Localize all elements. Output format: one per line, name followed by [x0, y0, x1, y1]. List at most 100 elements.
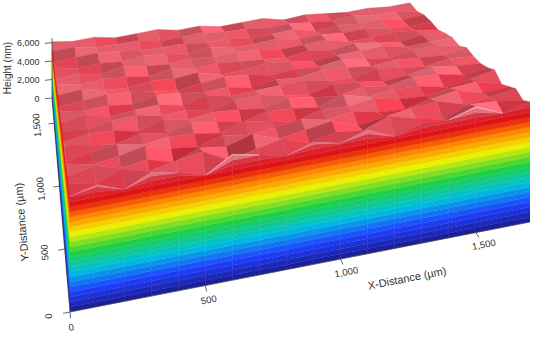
surface-cell — [235, 95, 263, 110]
surface-cell — [136, 30, 160, 42]
surface-cell — [59, 101, 84, 112]
surface-cell — [64, 133, 90, 145]
surface-cell — [168, 134, 196, 148]
y-axis-line — [52, 98, 70, 312]
z-axis-line — [52, 38, 53, 98]
wall-band — [341, 130, 368, 143]
x-tick — [476, 233, 479, 238]
x-axis: 05001,0001,500X-Distance (µm) — [68, 222, 530, 333]
x-tick — [70, 312, 72, 318]
surface-cell — [220, 121, 249, 136]
walls — [52, 42, 530, 312]
y-tick-label: 0 — [43, 313, 54, 319]
wall-band — [449, 107, 476, 120]
x-tick-label: 0 — [68, 321, 75, 333]
wall-band — [476, 107, 503, 114]
surface-cell — [80, 79, 105, 90]
x-axis-line — [70, 222, 530, 312]
wall-band — [232, 154, 259, 155]
wall-band — [65, 145, 66, 162]
surface-cell — [191, 122, 219, 134]
surface-cell — [96, 169, 124, 189]
surface-cell — [149, 161, 178, 173]
surface-cell — [176, 152, 206, 176]
surface-cell — [352, 69, 382, 82]
surface-cell — [54, 58, 77, 69]
surface-cell — [331, 121, 362, 132]
wall-band — [286, 142, 313, 155]
z-tick — [45, 98, 52, 100]
wall-band — [69, 183, 70, 197]
wall-band — [503, 102, 530, 113]
wall-band — [124, 172, 151, 189]
y-tick-label: 500 — [38, 244, 50, 261]
wall-band — [178, 173, 205, 176]
z-tick — [45, 61, 52, 63]
surface-cell — [182, 33, 207, 44]
y-tick — [53, 186, 59, 188]
wall-band — [178, 176, 205, 181]
x-tick — [205, 286, 206, 292]
wall-band — [314, 143, 341, 149]
z-tick-label: 4,000 — [17, 57, 40, 67]
surface-cell — [169, 59, 195, 69]
surface-cell — [66, 152, 93, 164]
wall-band — [422, 120, 449, 128]
wall-band — [368, 130, 395, 137]
wall-band — [53, 51, 54, 62]
y-tick — [49, 123, 55, 125]
z-tick-label: 0 — [34, 94, 39, 104]
surface-cell — [224, 75, 251, 88]
surface-cell — [254, 39, 281, 50]
surface-cell — [348, 98, 379, 112]
surface-cell — [77, 63, 101, 74]
surface-cell — [336, 51, 365, 60]
surface-cell — [122, 56, 147, 67]
z-tick-label: 6,000 — [17, 38, 40, 48]
surface-cell — [197, 135, 226, 148]
surface-cell — [490, 89, 523, 102]
surface-cell — [242, 111, 271, 122]
y-axis: 05001,0001,500Y-Distance (µm) — [12, 98, 70, 319]
surface-cell — [124, 66, 149, 77]
z-tick — [45, 42, 52, 44]
surface-cell — [255, 86, 283, 96]
wall-band — [314, 142, 341, 144]
surface-cell — [242, 18, 268, 28]
surface-cell — [199, 26, 224, 32]
wall-band — [151, 172, 178, 176]
surface-cell — [177, 83, 204, 93]
surface-cell — [309, 132, 340, 143]
wall-band — [314, 144, 341, 154]
axes: 05001,0001,500X-Distance (µm)05001,0001,… — [2, 38, 530, 333]
surface-cell — [128, 81, 154, 93]
plot-area — [52, 3, 530, 312]
surface-cell — [112, 115, 139, 131]
wall-band — [259, 155, 286, 160]
wall-band — [232, 155, 259, 160]
surface-cell — [103, 77, 128, 90]
surface-cell — [156, 93, 183, 105]
wall-band — [449, 108, 476, 120]
y-tick-label: 1,000 — [34, 177, 47, 202]
wall-band — [60, 111, 61, 123]
surface-cell — [115, 133, 142, 145]
surface-cell — [89, 131, 116, 146]
surface-cell — [138, 119, 165, 134]
wall-band — [178, 176, 205, 186]
x-axis-title: X-Distance (µm) — [367, 265, 448, 292]
z-axis: 02,0004,0006,000Height (nm) — [2, 38, 52, 104]
y-tick — [63, 312, 70, 313]
surface-cell — [134, 105, 161, 116]
surface-cell — [213, 110, 241, 123]
wall-band — [395, 123, 422, 136]
surface — [52, 3, 530, 196]
surface-cell — [204, 87, 231, 96]
z-axis-title: Height (nm) — [2, 42, 13, 94]
y-tick-label: 1,500 — [30, 113, 43, 138]
surface-cell — [299, 70, 328, 81]
surface-cell — [371, 60, 401, 69]
surface-cell — [106, 92, 132, 105]
surface-cell — [303, 40, 331, 51]
x-tick-label: 500 — [200, 293, 218, 307]
